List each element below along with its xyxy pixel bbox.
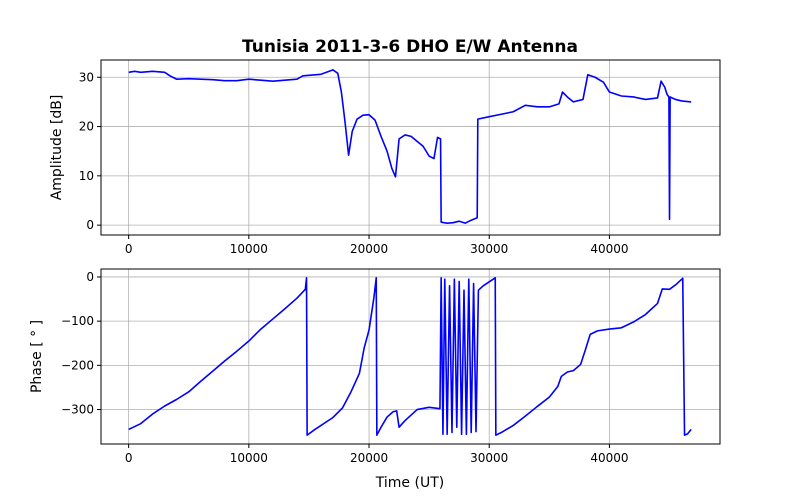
amplitude-panel: 0 10000 20000 30000 40000 0 10 20 30 Amplitude [d…: [49, 59, 721, 256]
x-tick-label: 0: [125, 451, 133, 465]
y-tick-label: −300: [61, 403, 94, 417]
y-tick-label: 20: [79, 120, 94, 134]
series-line: [128, 69, 692, 224]
y-axis-label: Phase [ ° ]: [29, 320, 45, 393]
x-tick-label: 30000: [470, 451, 508, 465]
x-tick-label: 20000: [350, 242, 388, 256]
y-axis-label: Amplitude [dB]: [49, 95, 65, 201]
y-tick-label: −200: [61, 358, 94, 372]
x-tick-label: 10000: [230, 451, 268, 465]
y-tick-label: 0: [86, 270, 94, 284]
x-axis-label: Time (UT): [375, 475, 444, 491]
x-tick-label: 0: [125, 242, 133, 256]
y-tick-label: 10: [79, 169, 94, 183]
x-tick-label: 30000: [470, 242, 508, 256]
y-tick-label: 0: [86, 218, 94, 232]
series-line: [128, 277, 692, 436]
x-tick-label: 10000: [230, 242, 268, 256]
x-tick-label: 40000: [590, 242, 628, 256]
x-tick-label: 40000: [590, 451, 628, 465]
phase-panel: 0 10000 20000 30000 40000 0 −100 −200 −300 Phase …: [29, 268, 721, 465]
axes-frame: [100, 59, 721, 236]
x-tick-label: 20000: [350, 451, 388, 465]
chart-title: Tunisia 2011-3-6 DHO E/W Antenna: [242, 37, 578, 57]
axes-frame: [100, 268, 721, 445]
y-tick-label: 30: [79, 70, 94, 84]
y-tick-label: −100: [61, 314, 94, 328]
